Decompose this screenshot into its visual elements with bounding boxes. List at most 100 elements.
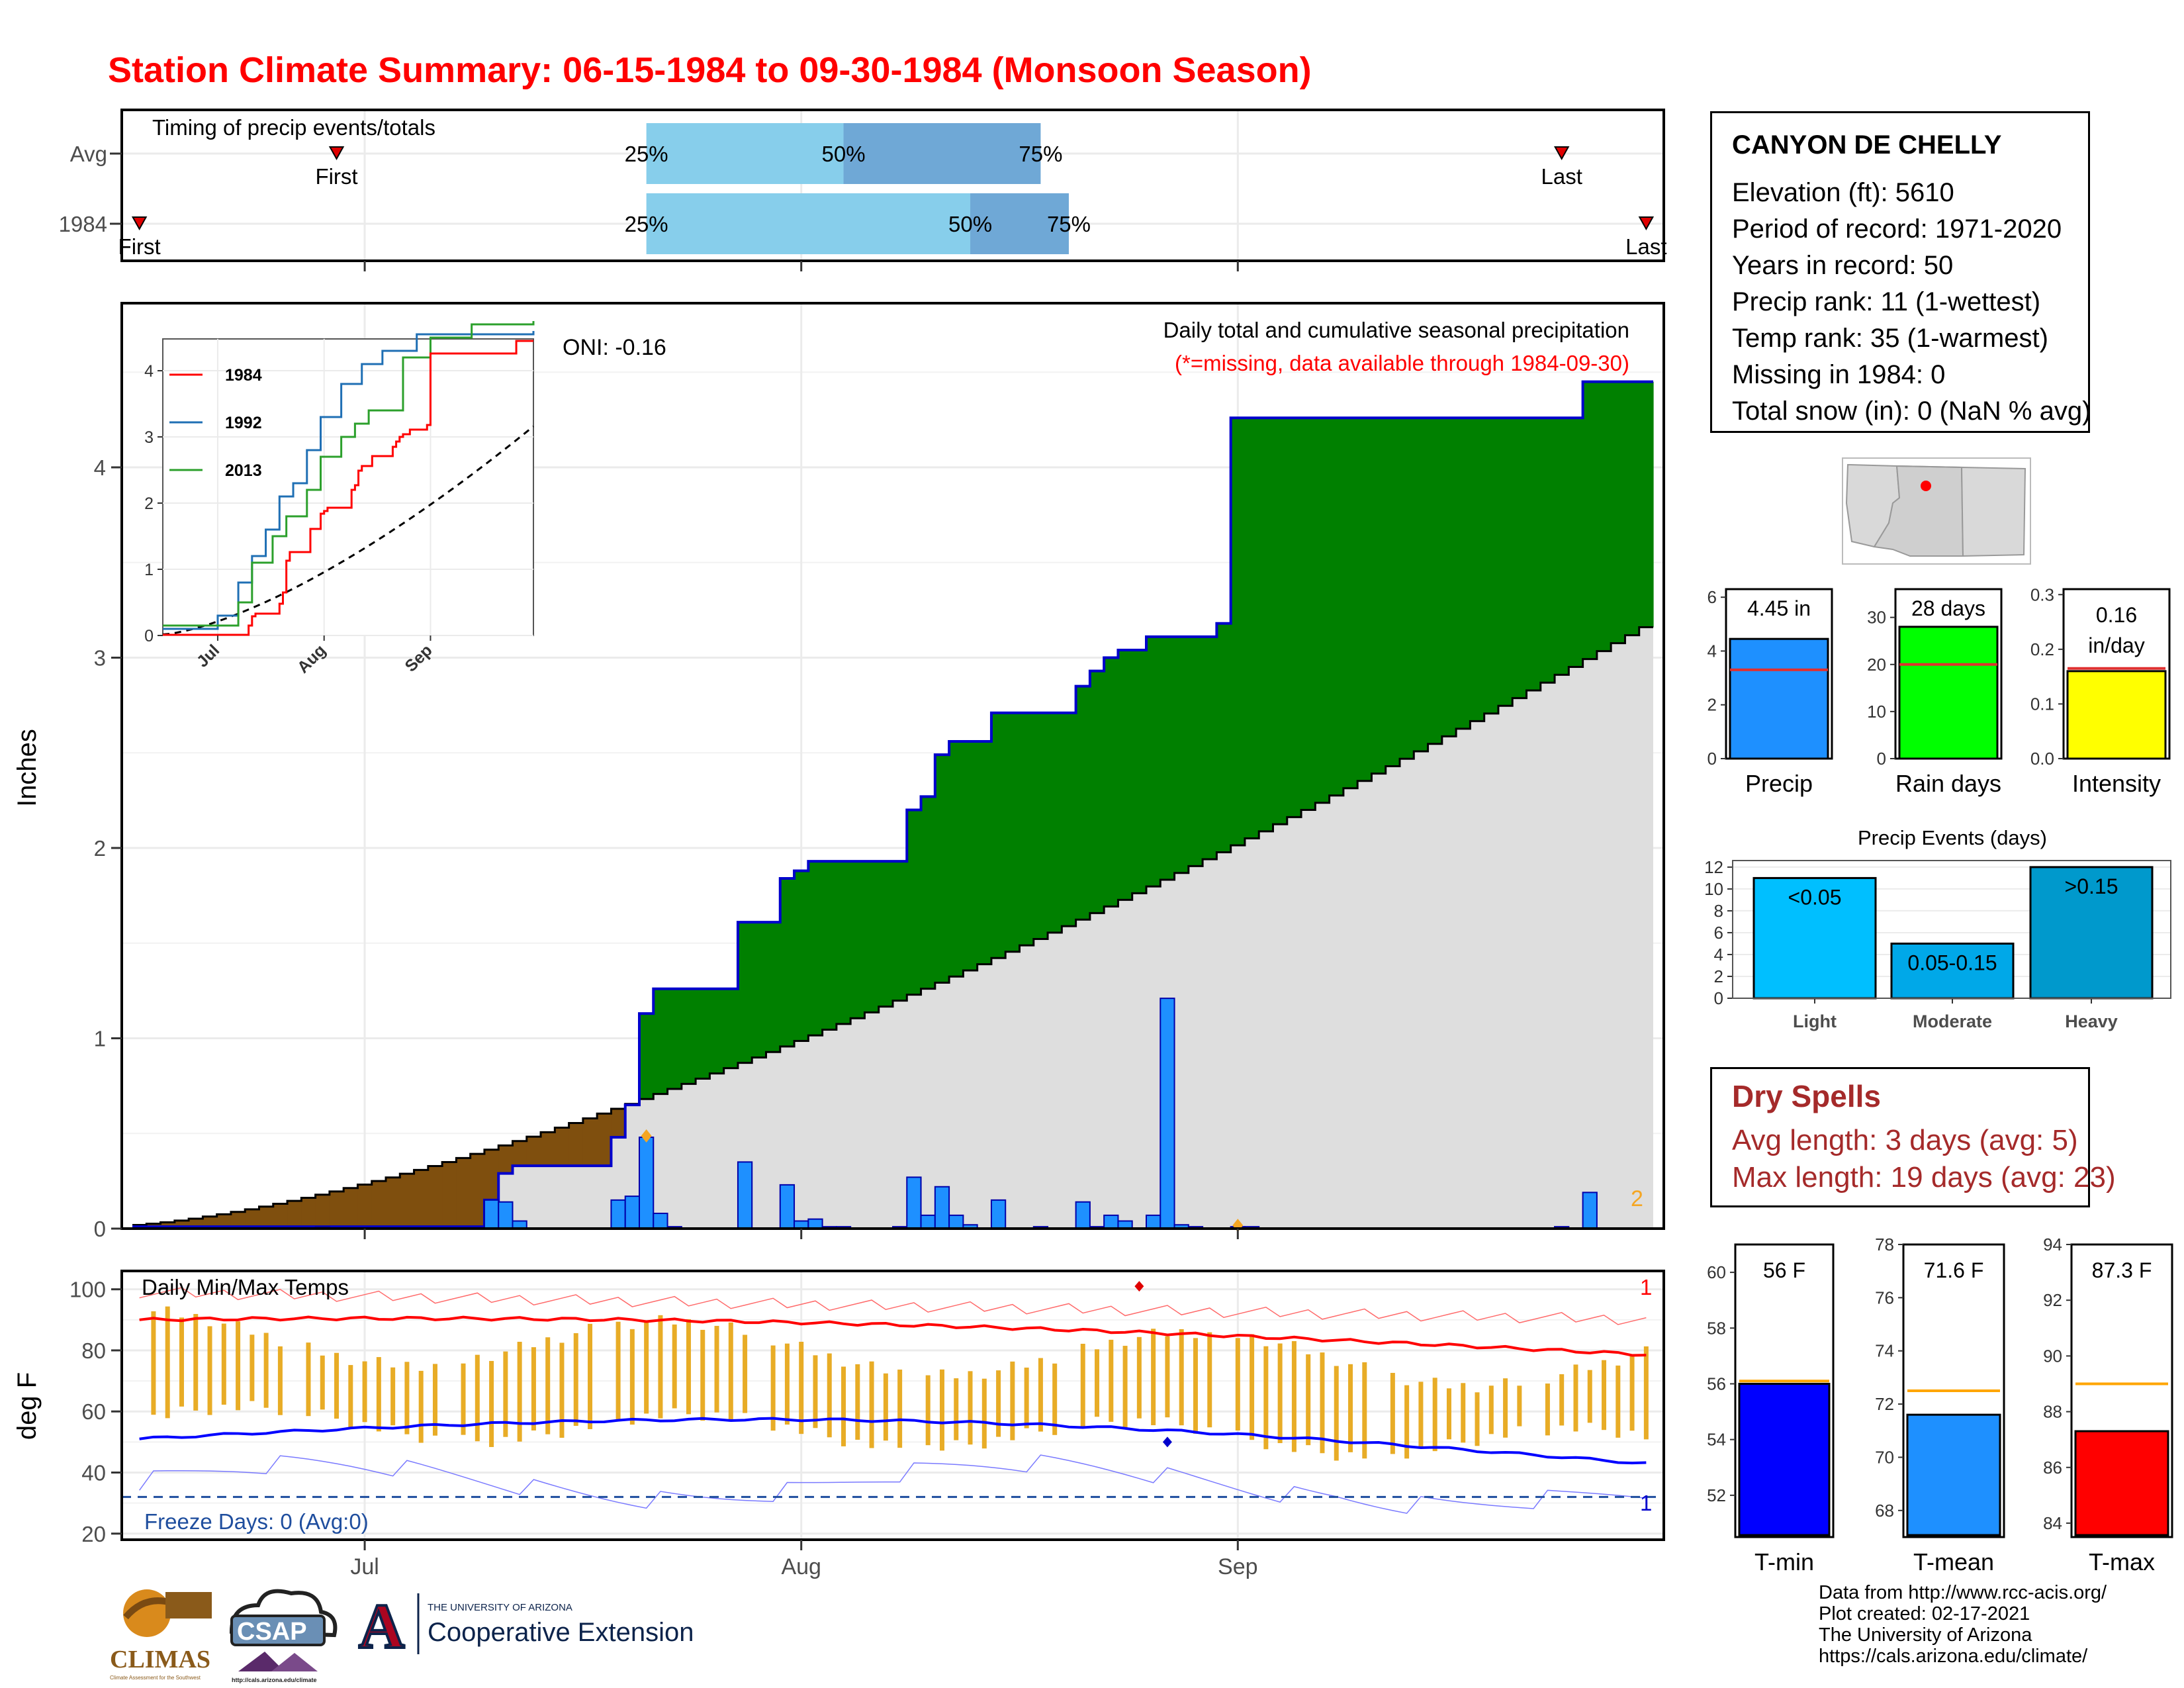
below-normal-area [245,1209,260,1227]
daily-temp-bar [1432,1378,1437,1452]
below-normal-area [343,1188,359,1227]
freeze-days-label: Freeze Days: 0 (Avg:0) [144,1509,369,1534]
below-normal-area [189,1218,203,1227]
daily-temp-bar [1179,1329,1184,1426]
daily-precip-bar [610,1199,626,1229]
mini-bar-value [2066,670,2167,760]
daily-temp-bar [1136,1336,1142,1419]
below-normal-area [484,1149,499,1200]
timing-first-marker [328,146,345,161]
precip-panel-subtitle: (*=missing, data available through 1984-… [1175,351,1629,375]
daily-temp-bar [1348,1364,1353,1452]
below-normal-area [301,1197,316,1227]
above-normal-area [1287,418,1302,818]
daily-precip-bar [906,1176,922,1229]
above-normal-area [1400,418,1414,759]
timing-last-marker [1638,216,1655,231]
daily-temp-bar [306,1342,311,1417]
above-normal-area [1244,418,1259,839]
temp-bar-y-tick: 84 [2043,1513,2062,1533]
precip-frame [120,302,1665,1230]
below-normal-area [512,1141,527,1166]
temp-bar-category: T-min [1754,1548,1814,1575]
temp-bar-y-tick: 52 [1707,1485,1726,1505]
inset-y-tick: 3 [144,428,154,447]
mini-bar-value-unit: in/day [2088,633,2144,657]
below-normal-area [400,1174,415,1227]
daily-precip-bar [498,1201,514,1229]
below-normal-area [203,1216,218,1227]
events-frame [1732,860,2171,999]
events-y-tick: 10 [1704,879,1723,899]
temp-bar-y-tick: 86 [2043,1458,2062,1477]
daily-temp-bar [1235,1338,1240,1431]
below-normal-area [428,1166,443,1227]
record-low-marker [1162,1436,1172,1448]
above-normal-area [1428,418,1443,744]
y-tick-label: 0 [94,1217,106,1241]
x-tick-label: Sep [1218,1554,1258,1579]
info-elevation: Elevation (ft): 5610 [1732,178,1954,207]
y-tick-label: 2 [94,836,106,861]
daily-temp-bar [1362,1362,1367,1459]
above-normal-area [1569,418,1584,667]
below-normal-area [386,1177,400,1227]
info-temp-rank: Temp rank: 35 (1-warmest) [1732,324,2048,353]
above-normal-area [1611,381,1626,643]
above-normal-area [963,741,978,970]
temp-bar-y-tick: 92 [2043,1290,2062,1310]
below-normal-area [371,1181,387,1227]
y-tick-label: 40 [81,1461,106,1485]
daily-temp-bar [1095,1349,1100,1417]
daily-temp-bar [573,1333,578,1426]
daily-temp-bar [1291,1340,1297,1452]
record-high-marker [1134,1281,1144,1292]
above-normal-area [1174,636,1189,873]
footer-line: https://cals.arizona.edu/climate/ [1819,1646,2088,1667]
daily-temp-bar [1151,1329,1156,1426]
below-normal-area [597,1113,612,1166]
above-normal-area [1456,418,1471,729]
events-category: Moderate [1913,1011,1992,1031]
mini-bar-y-tick: 0.0 [2030,749,2054,769]
daily-temp-bar [1643,1346,1649,1440]
csap-logo: CSAP http://cals.arizona.edu/climate [229,1589,338,1683]
daily-temp-bar [1165,1336,1170,1418]
legend-label: 2013 [225,461,262,480]
daily-temp-bar [517,1341,522,1442]
events-bar-label: >0.15 [2065,874,2118,898]
temp-frame [120,1270,1665,1541]
daily-temp-bar [827,1353,832,1438]
daily-temp-bar [207,1326,212,1415]
timing-last-marker-label: Last [1541,164,1582,189]
legend-label: 1992 [225,414,262,432]
above-normal-area [1230,418,1246,846]
temp-bar-value [1738,1382,1831,1536]
above-normal-area [1075,686,1091,920]
above-normal-area [709,988,725,1074]
locator-map [1842,457,2031,565]
below-normal-area [329,1191,344,1227]
footer-line: Plot created: 02-17-2021 [1819,1603,2030,1624]
daily-temp-bar [770,1345,776,1431]
record-precip-marker [641,1129,652,1143]
dry-spells-max: Max length: 19 days (avg: 23) [1732,1161,2116,1194]
record-count-label: 2 [1631,1186,1643,1211]
above-normal-area [1118,650,1133,900]
inset-normal-line [162,425,534,635]
mini-bar-y-tick: 10 [1867,702,1886,722]
above-normal-area [977,741,992,964]
above-normal-area [737,922,752,1063]
daily-temp-bar [475,1354,480,1442]
above-normal-area [1273,418,1288,825]
inset-series-1984 [163,340,533,636]
info-period: Period of record: 1971-2020 [1732,214,2062,244]
daily-temp-bar [151,1311,156,1415]
daily-precip-bar [1146,1214,1161,1229]
inset-y-tick: 1 [144,561,154,579]
timing-panel: Timing of precip events/totals Avg 25% 50% 7… [59,109,1667,271]
ua-small-text: THE UNIVERSITY OF ARIZONA [428,1602,572,1613]
above-normal-area [794,870,809,1041]
temp-bar-y-tick: 74 [1875,1341,1894,1361]
daily-temp-bar [503,1351,508,1437]
